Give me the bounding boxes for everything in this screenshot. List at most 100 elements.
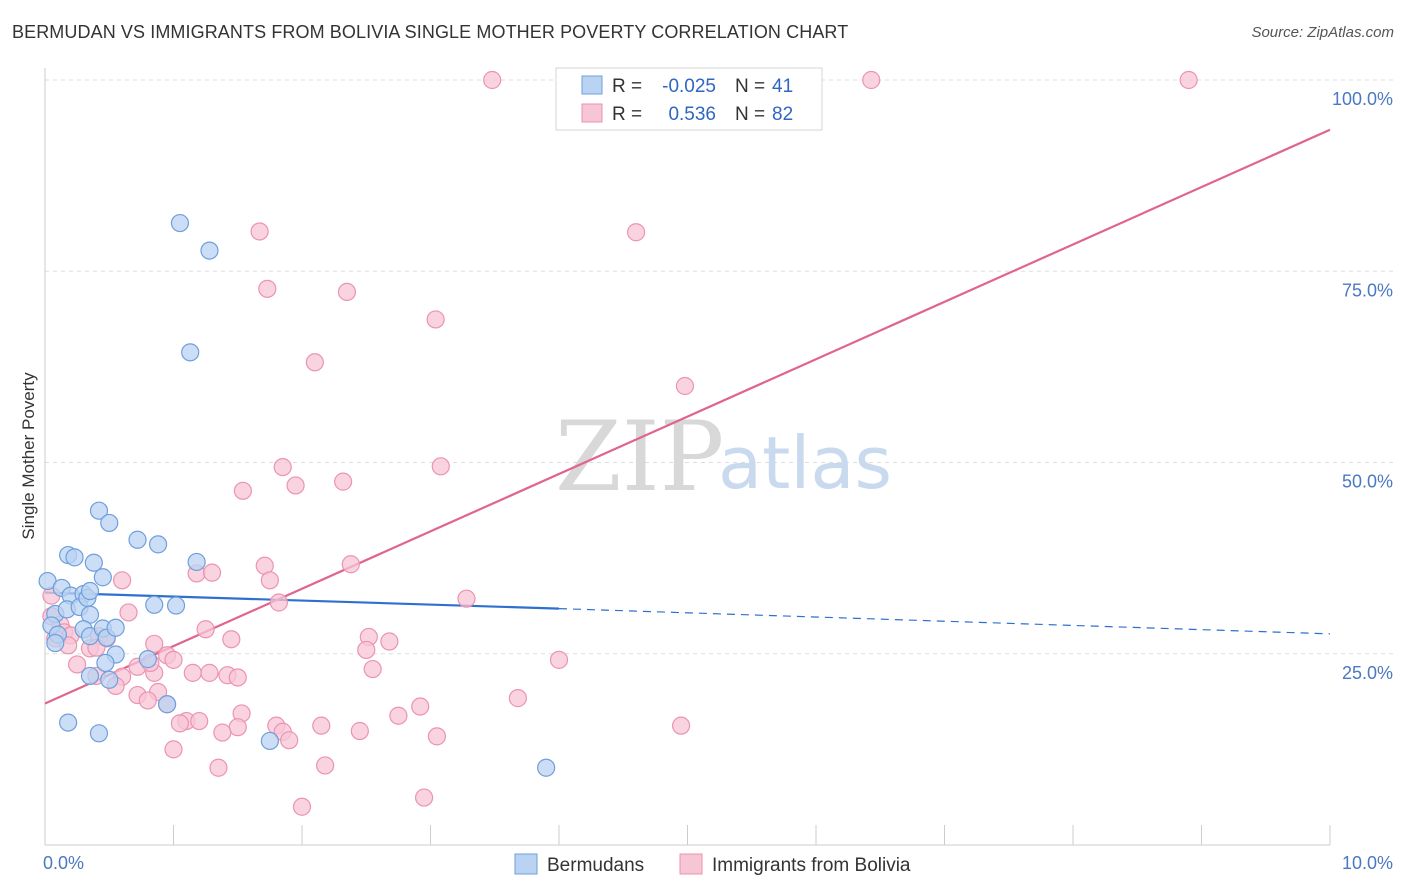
x-tick-label: 10.0% bbox=[1342, 853, 1393, 873]
bolivia-point bbox=[258, 279, 277, 298]
bermudans-point bbox=[128, 530, 147, 549]
legend-r-label: R = bbox=[612, 76, 642, 97]
bolivia-point bbox=[190, 711, 209, 731]
bolivia-point bbox=[305, 353, 324, 372]
bolivia-point bbox=[337, 282, 357, 302]
bermudans-point bbox=[187, 552, 206, 572]
legend-label-bolivia: Immigrants from Bolivia bbox=[712, 855, 911, 876]
legend-swatch-bolivia bbox=[679, 853, 703, 875]
bolivia-point bbox=[1179, 70, 1198, 90]
bolivia-point bbox=[414, 788, 434, 807]
y-tick-label: 75.0% bbox=[1342, 280, 1393, 300]
bolivia-point bbox=[286, 476, 305, 495]
x-tick-label: 0.0% bbox=[43, 853, 84, 873]
bolivia-point bbox=[357, 640, 376, 660]
bermudans-point bbox=[100, 670, 119, 689]
bolivia-point bbox=[260, 571, 279, 590]
bolivia-point bbox=[250, 222, 269, 241]
legend-swatch-bermudans bbox=[514, 853, 538, 875]
bolivia-point bbox=[209, 758, 228, 777]
bermudans-point bbox=[93, 568, 112, 587]
watermark-zip: ZIP bbox=[555, 401, 724, 513]
y-tick-label: 50.0% bbox=[1342, 472, 1393, 492]
legend-n-label: N = bbox=[735, 76, 765, 97]
y-tick-labels: 25.0% 50.0% 75.0% 100.0% bbox=[1332, 89, 1393, 683]
bolivia-point bbox=[138, 691, 157, 710]
bolivia-point bbox=[341, 555, 360, 574]
bolivia-point bbox=[334, 472, 353, 491]
bolivia-point bbox=[862, 70, 881, 90]
bolivia-point bbox=[170, 714, 190, 733]
bolivia-point bbox=[280, 731, 299, 750]
legend-r-label: R = bbox=[612, 104, 642, 125]
bermudans-point bbox=[46, 633, 65, 653]
bolivia-point bbox=[222, 630, 241, 649]
bermudans-point bbox=[537, 758, 556, 777]
source-label: Source: ZipAtlas.com bbox=[1251, 24, 1394, 41]
bermudans-point bbox=[166, 596, 186, 615]
bermudans-point bbox=[260, 731, 279, 751]
bolivia-point bbox=[427, 727, 447, 746]
legend-n-bermudans: 41 bbox=[772, 76, 793, 97]
bermudans-point bbox=[96, 653, 115, 673]
y-axis-title: Single Mother Poverty bbox=[19, 372, 38, 540]
legend-swatch-bermudans bbox=[581, 75, 603, 95]
bolivia-point bbox=[269, 593, 288, 612]
trend-lines bbox=[44, 128, 1331, 705]
x-tick-labels: 0.0% 10.0% bbox=[43, 853, 1393, 873]
bolivia-point bbox=[457, 589, 476, 608]
data-points bbox=[38, 70, 1198, 816]
bolivia-point bbox=[350, 721, 369, 741]
watermark: ZIP atlas bbox=[555, 401, 892, 513]
axes bbox=[44, 68, 1331, 846]
bolivia-point bbox=[183, 663, 202, 682]
bolivia-point bbox=[273, 457, 292, 477]
bolivia-point bbox=[626, 223, 646, 242]
bermudans-point bbox=[138, 650, 157, 669]
bermudans-point bbox=[106, 618, 125, 637]
bermudans-trend-extension bbox=[558, 608, 1331, 635]
legend-n-label: N = bbox=[735, 104, 765, 125]
bermudans-point bbox=[200, 241, 219, 260]
bolivia-point bbox=[549, 650, 569, 669]
bermudans-point bbox=[148, 535, 168, 554]
bermudans-point bbox=[84, 553, 103, 572]
bolivia-point bbox=[380, 632, 399, 651]
bermudans-point bbox=[59, 713, 78, 732]
gridlines bbox=[45, 79, 1395, 655]
bolivia-point bbox=[483, 70, 502, 90]
legend-r-bolivia: 0.536 bbox=[668, 104, 716, 125]
bolivia-point bbox=[292, 797, 312, 816]
chart-title: BERMUDAN VS IMMIGRANTS FROM BOLIVIA SING… bbox=[12, 22, 849, 42]
bermudans-point bbox=[181, 343, 200, 362]
bolivia-point bbox=[389, 706, 408, 725]
bolivia-point bbox=[164, 650, 183, 669]
bolivia-point bbox=[312, 716, 331, 735]
correlation-legend: R = -0.025 N = 41 R = 0.536 N = 82 bbox=[555, 67, 823, 131]
bermudans-point bbox=[157, 695, 177, 714]
bolivia-point bbox=[112, 571, 132, 590]
bolivia-point bbox=[363, 659, 382, 679]
bolivia-point bbox=[228, 718, 247, 737]
bolivia-point bbox=[200, 663, 219, 682]
bolivia-point bbox=[119, 603, 138, 622]
bermudans-point bbox=[89, 724, 109, 743]
bolivia-point bbox=[431, 457, 450, 476]
bolivia-point bbox=[316, 756, 335, 775]
bolivia-point bbox=[508, 689, 527, 708]
bolivia-point bbox=[164, 740, 183, 759]
bolivia-point bbox=[228, 668, 247, 687]
legend-n-bolivia: 82 bbox=[772, 104, 793, 125]
bermudans-point bbox=[145, 595, 164, 614]
legend-label-bermudans: Bermudans bbox=[547, 855, 644, 876]
bolivia-trend-line bbox=[44, 128, 1331, 705]
legend-swatch-bolivia bbox=[581, 103, 603, 123]
bolivia-point bbox=[411, 697, 430, 716]
watermark-atlas: atlas bbox=[718, 421, 892, 505]
bermudans-point bbox=[65, 548, 84, 567]
bolivia-point bbox=[202, 563, 222, 582]
bolivia-point bbox=[145, 634, 164, 653]
y-tick-label: 100.0% bbox=[1332, 89, 1393, 109]
bermudans-point bbox=[170, 213, 190, 233]
